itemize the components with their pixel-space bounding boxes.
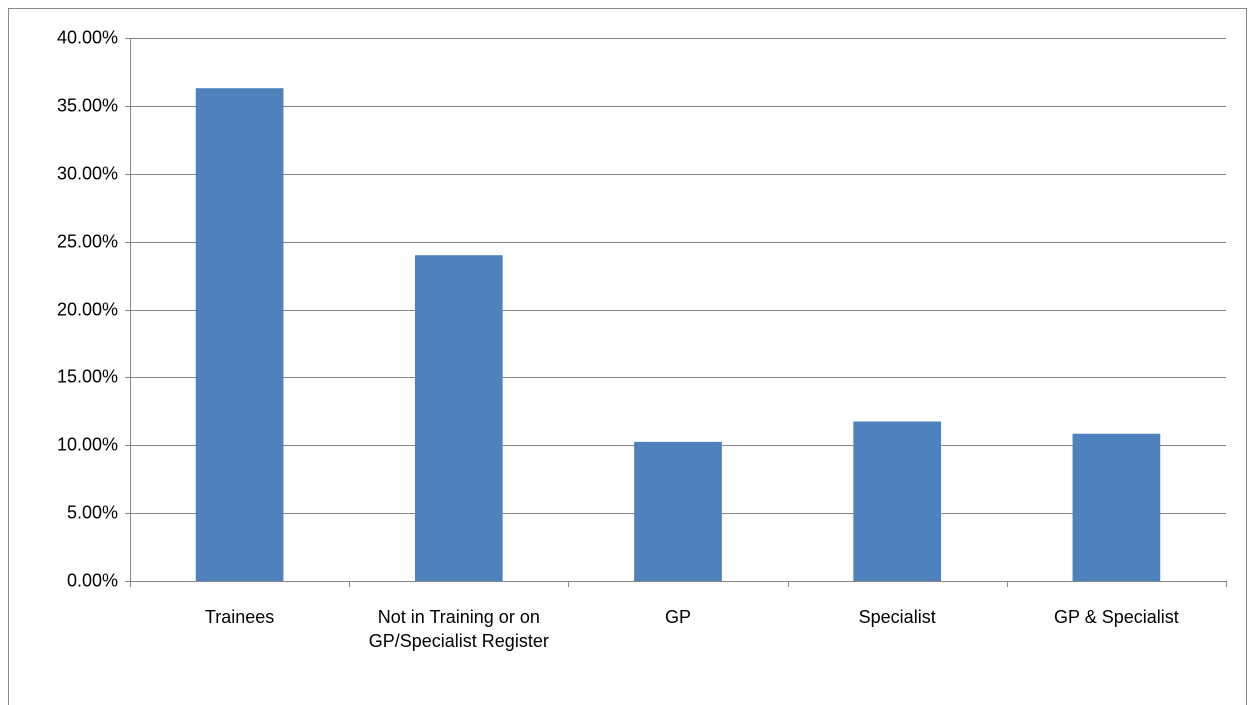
bar (1072, 433, 1161, 581)
chart-border (8, 8, 1247, 705)
x-tick-label: GP (664, 607, 691, 627)
bar (414, 255, 503, 581)
x-tick-label: GP & Specialist (1054, 607, 1179, 627)
x-tick-label: Not in Training or on GP/Specialist Regi… (368, 607, 549, 651)
y-tick-label: 30.00% (57, 163, 118, 183)
y-tick-label: 15.00% (57, 366, 118, 386)
y-tick-label: 40.00% (57, 27, 118, 47)
y-tick-label: 5.00% (67, 502, 118, 522)
y-tick-label: 10.00% (57, 434, 118, 454)
bar (853, 421, 942, 581)
bar (634, 441, 722, 581)
x-tick-label: Specialist (858, 607, 936, 627)
x-tick-label: Trainees (204, 607, 275, 627)
y-tick-label: 0.00% (67, 570, 118, 590)
y-tick-label: 20.00% (57, 299, 118, 319)
y-tick-label: 35.00% (57, 95, 118, 115)
y-tick-label: 25.00% (57, 231, 118, 251)
bar (195, 88, 284, 581)
